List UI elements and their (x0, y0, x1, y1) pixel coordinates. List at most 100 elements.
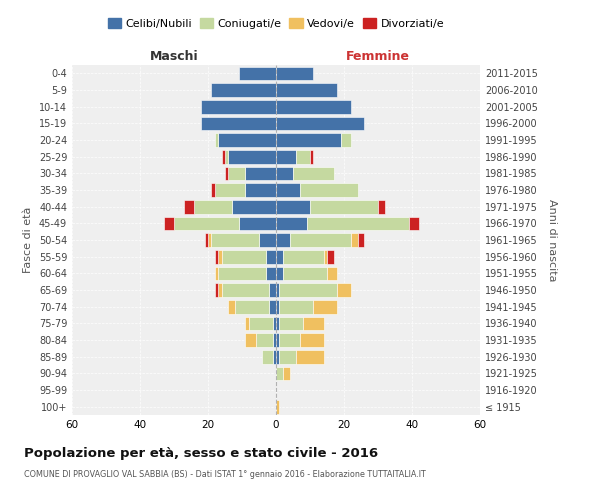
Bar (262, 350, 272, 364)
Bar (218, 283, 221, 297)
Bar (296, 150, 310, 164)
Bar (218, 250, 221, 264)
Y-axis label: Fasce di età: Fasce di età (23, 207, 33, 273)
Bar (211, 183, 215, 197)
Bar (323, 250, 327, 264)
Legend: Celibi/Nubili, Coniugati/e, Vedovi/e, Divorziati/e: Celibi/Nubili, Coniugati/e, Vedovi/e, Di… (108, 18, 444, 29)
Bar (276, 100, 351, 114)
Bar (280, 283, 337, 297)
Text: COMUNE DI PROVAGLIO VAL SABBIA (BS) - Dati ISTAT 1° gennaio 2016 - Elaborazione : COMUNE DI PROVAGLIO VAL SABBIA (BS) - Da… (24, 470, 426, 479)
Bar (259, 233, 276, 247)
Bar (409, 216, 419, 230)
Bar (327, 266, 337, 280)
Bar (310, 150, 313, 164)
Bar (283, 250, 323, 264)
Bar (276, 233, 290, 247)
Bar (245, 316, 249, 330)
Bar (280, 333, 300, 347)
Bar (283, 266, 327, 280)
Bar (194, 200, 232, 213)
Bar (276, 216, 307, 230)
Bar (300, 183, 358, 197)
Bar (351, 233, 358, 247)
Bar (184, 200, 194, 213)
Bar (276, 366, 283, 380)
Bar (290, 233, 351, 247)
Bar (313, 300, 337, 314)
Bar (276, 266, 283, 280)
Bar (276, 350, 280, 364)
Bar (215, 133, 218, 147)
Bar (205, 233, 208, 247)
Bar (201, 100, 276, 114)
Bar (225, 150, 229, 164)
Bar (283, 366, 290, 380)
Bar (276, 166, 293, 180)
Bar (276, 300, 280, 314)
Bar (208, 233, 211, 247)
Bar (310, 200, 378, 213)
Bar (276, 183, 300, 197)
Bar (221, 250, 266, 264)
Bar (164, 216, 174, 230)
Bar (276, 133, 341, 147)
Bar (245, 166, 276, 180)
Bar (229, 300, 235, 314)
Bar (327, 250, 334, 264)
Bar (221, 283, 269, 297)
Bar (201, 116, 276, 130)
Bar (235, 300, 269, 314)
Bar (245, 333, 256, 347)
Bar (256, 333, 272, 347)
Text: Femmine: Femmine (346, 50, 410, 64)
Bar (276, 116, 364, 130)
Bar (276, 283, 280, 297)
Bar (221, 150, 225, 164)
Bar (266, 266, 276, 280)
Bar (276, 400, 280, 413)
Bar (307, 216, 409, 230)
Bar (229, 166, 245, 180)
Bar (245, 183, 276, 197)
Bar (300, 333, 323, 347)
Bar (272, 350, 276, 364)
Bar (218, 133, 276, 147)
Bar (266, 250, 276, 264)
Bar (249, 316, 272, 330)
Bar (276, 200, 310, 213)
Bar (280, 316, 303, 330)
Bar (337, 283, 351, 297)
Bar (174, 216, 239, 230)
Bar (229, 150, 276, 164)
Bar (276, 83, 337, 97)
Bar (296, 350, 323, 364)
Bar (211, 233, 259, 247)
Y-axis label: Anni di nascita: Anni di nascita (547, 198, 557, 281)
Bar (293, 166, 334, 180)
Bar (276, 250, 283, 264)
Bar (269, 300, 276, 314)
Bar (280, 300, 313, 314)
Bar (358, 233, 364, 247)
Bar (272, 316, 276, 330)
Bar (276, 150, 296, 164)
Bar (378, 200, 385, 213)
Bar (215, 183, 245, 197)
Bar (211, 83, 276, 97)
Bar (239, 216, 276, 230)
Bar (215, 283, 218, 297)
Bar (239, 66, 276, 80)
Text: Popolazione per età, sesso e stato civile - 2016: Popolazione per età, sesso e stato civil… (24, 448, 378, 460)
Bar (280, 350, 296, 364)
Bar (215, 250, 218, 264)
Bar (276, 66, 313, 80)
Bar (276, 333, 280, 347)
Bar (341, 133, 351, 147)
Bar (269, 283, 276, 297)
Text: Maschi: Maschi (149, 50, 199, 64)
Bar (218, 266, 266, 280)
Bar (232, 200, 276, 213)
Bar (225, 166, 229, 180)
Bar (276, 316, 280, 330)
Bar (272, 333, 276, 347)
